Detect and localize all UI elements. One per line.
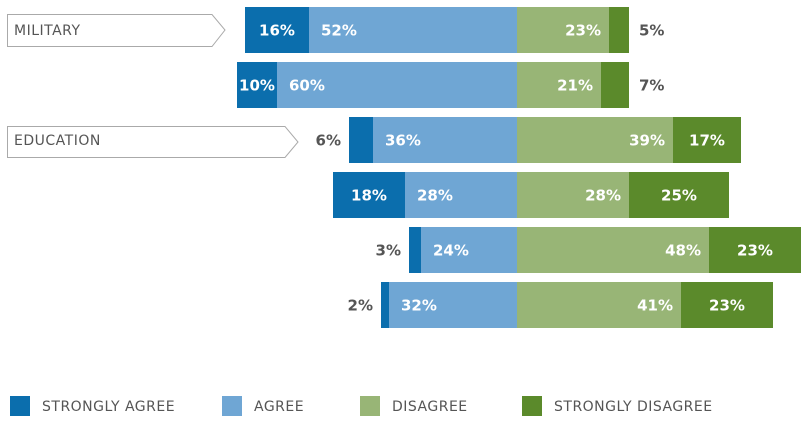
bar-segment bbox=[517, 7, 609, 53]
bar-segment bbox=[389, 282, 517, 328]
bar-segment bbox=[517, 227, 709, 273]
value-label: 25% bbox=[661, 187, 697, 205]
value-label: 28% bbox=[585, 187, 621, 205]
value-label: 17% bbox=[689, 132, 725, 150]
value-label: 21% bbox=[557, 77, 593, 95]
legend-swatch bbox=[360, 396, 380, 416]
bar-segment bbox=[517, 282, 681, 328]
value-label: 23% bbox=[709, 297, 745, 315]
value-label: 48% bbox=[665, 242, 701, 260]
value-label: 16% bbox=[259, 22, 295, 40]
value-label: 7% bbox=[639, 77, 664, 95]
value-label: 41% bbox=[637, 297, 673, 315]
legend-swatch bbox=[522, 396, 542, 416]
value-label: 60% bbox=[289, 77, 325, 95]
value-label: 2% bbox=[348, 297, 373, 315]
legend-swatch bbox=[10, 396, 30, 416]
bar-segment bbox=[421, 227, 517, 273]
group-tag bbox=[7, 14, 226, 47]
bar-segment bbox=[381, 282, 389, 328]
bar-segment bbox=[333, 172, 405, 218]
bar-segment bbox=[681, 282, 773, 328]
bar-segment bbox=[609, 7, 629, 53]
bar-segment bbox=[237, 62, 277, 108]
value-label: 36% bbox=[385, 132, 421, 150]
group-label: MILITARY bbox=[14, 23, 81, 39]
value-label: 39% bbox=[629, 132, 665, 150]
bar-segment bbox=[709, 227, 801, 273]
legend-swatch bbox=[222, 396, 242, 416]
bar-segment bbox=[629, 172, 729, 218]
bar-segment bbox=[601, 62, 629, 108]
bar-segment bbox=[409, 227, 421, 273]
value-label: 23% bbox=[737, 242, 773, 260]
bar-segment bbox=[373, 117, 517, 163]
legend-label: DISAGREE bbox=[392, 399, 468, 415]
bar-segment bbox=[309, 7, 517, 53]
value-label: 32% bbox=[401, 297, 437, 315]
value-label: 3% bbox=[376, 242, 401, 260]
legend-label: AGREE bbox=[254, 399, 304, 415]
group-tag bbox=[7, 126, 299, 158]
group-label: EDUCATION bbox=[14, 133, 101, 149]
bar-segment bbox=[405, 172, 517, 218]
value-label: 23% bbox=[565, 22, 601, 40]
bar-segment bbox=[517, 62, 601, 108]
value-label: 10% bbox=[239, 77, 275, 95]
bar-segment bbox=[673, 117, 741, 163]
bar-segment bbox=[517, 172, 629, 218]
value-label: 5% bbox=[639, 22, 664, 40]
bar-segment bbox=[349, 117, 373, 163]
value-label: 28% bbox=[417, 187, 453, 205]
bar-segment bbox=[277, 62, 517, 108]
value-label: 6% bbox=[316, 132, 341, 150]
value-label: 24% bbox=[433, 242, 469, 260]
bar-segment bbox=[517, 117, 673, 163]
value-label: 52% bbox=[321, 22, 357, 40]
legend-label: STRONGLY AGREE bbox=[42, 399, 175, 415]
legend-label: STRONGLY DISAGREE bbox=[554, 399, 713, 415]
value-label: 18% bbox=[351, 187, 387, 205]
bar-segment bbox=[245, 7, 309, 53]
